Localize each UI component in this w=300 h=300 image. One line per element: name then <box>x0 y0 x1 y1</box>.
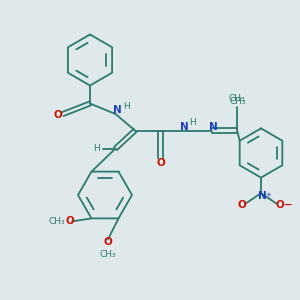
Text: −: − <box>284 200 292 210</box>
Text: H: H <box>93 144 99 153</box>
Text: O: O <box>156 158 165 168</box>
Text: O: O <box>103 237 112 248</box>
Text: O: O <box>53 110 62 121</box>
Text: H: H <box>189 118 196 127</box>
Text: N: N <box>180 122 189 132</box>
Text: CH₃: CH₃ <box>229 98 246 106</box>
Text: H: H <box>124 102 130 111</box>
Text: CH₃: CH₃ <box>48 217 65 226</box>
Text: N: N <box>208 122 217 132</box>
Text: +: + <box>266 192 272 198</box>
Text: N: N <box>112 105 122 116</box>
Text: O: O <box>276 200 285 210</box>
Text: CH₃: CH₃ <box>100 250 116 259</box>
Text: N: N <box>258 190 267 201</box>
Text: O: O <box>65 216 74 226</box>
Text: O: O <box>237 200 246 210</box>
Text: CH₃: CH₃ <box>229 94 245 103</box>
